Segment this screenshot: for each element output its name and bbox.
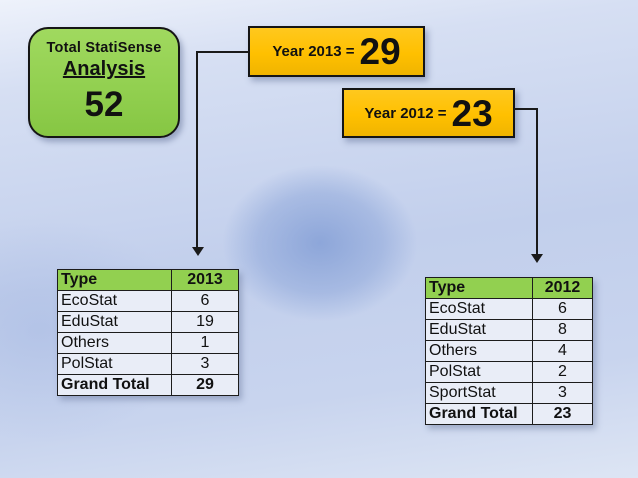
connector-2012-vertical <box>535 108 538 255</box>
table-cell-value: 3 <box>171 353 239 375</box>
table-cell-value: 6 <box>171 290 239 312</box>
connector-2012-horizontal <box>514 108 538 111</box>
table-cell-type: Grand Total <box>425 403 533 425</box>
table-cell-value: 23 <box>532 403 593 425</box>
table-cell-type: EcoStat <box>57 290 172 312</box>
table-cell-type: EduStat <box>57 311 172 333</box>
table-cell-type: PolStat <box>425 361 533 383</box>
table-cell-value: 4 <box>532 340 593 362</box>
table-row: Others 4 <box>425 340 593 362</box>
table-cell-value: 1 <box>171 332 239 354</box>
table-2013-header-type: Type <box>57 269 172 291</box>
table-cell-value: 29 <box>171 374 239 396</box>
total-box-value: 52 <box>84 85 124 124</box>
table-cell-type: Grand Total <box>57 374 172 396</box>
table-cell-value: 8 <box>532 319 593 341</box>
table-row: EcoStat 6 <box>57 290 239 312</box>
year-2012-callout: Year 2012 = 23 <box>342 88 515 138</box>
table-2012-header-year: 2012 <box>532 277 593 299</box>
table-grand-total-row: Grand Total 23 <box>425 403 593 425</box>
table-cell-value: 3 <box>532 382 593 404</box>
table-row: EduStat 19 <box>57 311 239 333</box>
connector-2012-arrow-icon <box>531 254 543 263</box>
table-cell-value: 6 <box>532 298 593 320</box>
table-row: SportStat 3 <box>425 382 593 404</box>
table-cell-type: EcoStat <box>425 298 533 320</box>
total-analysis-box: Total StatiSense Analysis 52 <box>28 27 180 138</box>
year-2012-label: Year 2012 = <box>364 104 447 122</box>
table-row: PolStat 3 <box>57 353 239 375</box>
table-2013-header-year: 2013 <box>171 269 239 291</box>
table-2013-header-row: Type 2013 <box>57 269 239 291</box>
table-cell-value: 19 <box>171 311 239 333</box>
table-2012-header-type: Type <box>425 277 533 299</box>
table-row: PolStat 2 <box>425 361 593 383</box>
year-2013-callout: Year 2013 = 29 <box>248 26 425 77</box>
table-2012: Type 2012 EcoStat 6 EduStat 8 Others 4 P… <box>425 277 593 425</box>
connector-2013-vertical <box>196 51 199 248</box>
table-grand-total-row: Grand Total 29 <box>57 374 239 396</box>
table-cell-type: Others <box>57 332 172 354</box>
table-row: Others 1 <box>57 332 239 354</box>
year-2013-value: 29 <box>359 31 401 72</box>
table-2013: Type 2013 EcoStat 6 EduStat 19 Others 1 … <box>57 269 239 396</box>
connector-2013-horizontal <box>196 51 249 54</box>
table-row: EduStat 8 <box>425 319 593 341</box>
year-2012-value: 23 <box>451 92 493 134</box>
connector-2013-arrow-icon <box>191 247 204 256</box>
table-row: EcoStat 6 <box>425 298 593 320</box>
table-cell-type: EduStat <box>425 319 533 341</box>
table-cell-value: 2 <box>532 361 593 383</box>
table-cell-type: SportStat <box>425 382 533 404</box>
total-box-subtitle: Analysis <box>62 58 146 80</box>
total-box-title: Total StatiSense <box>46 40 162 56</box>
table-cell-type: Others <box>425 340 533 362</box>
table-cell-type: PolStat <box>57 353 172 375</box>
year-2013-label: Year 2013 = <box>272 43 355 60</box>
table-2012-header-row: Type 2012 <box>425 277 593 299</box>
